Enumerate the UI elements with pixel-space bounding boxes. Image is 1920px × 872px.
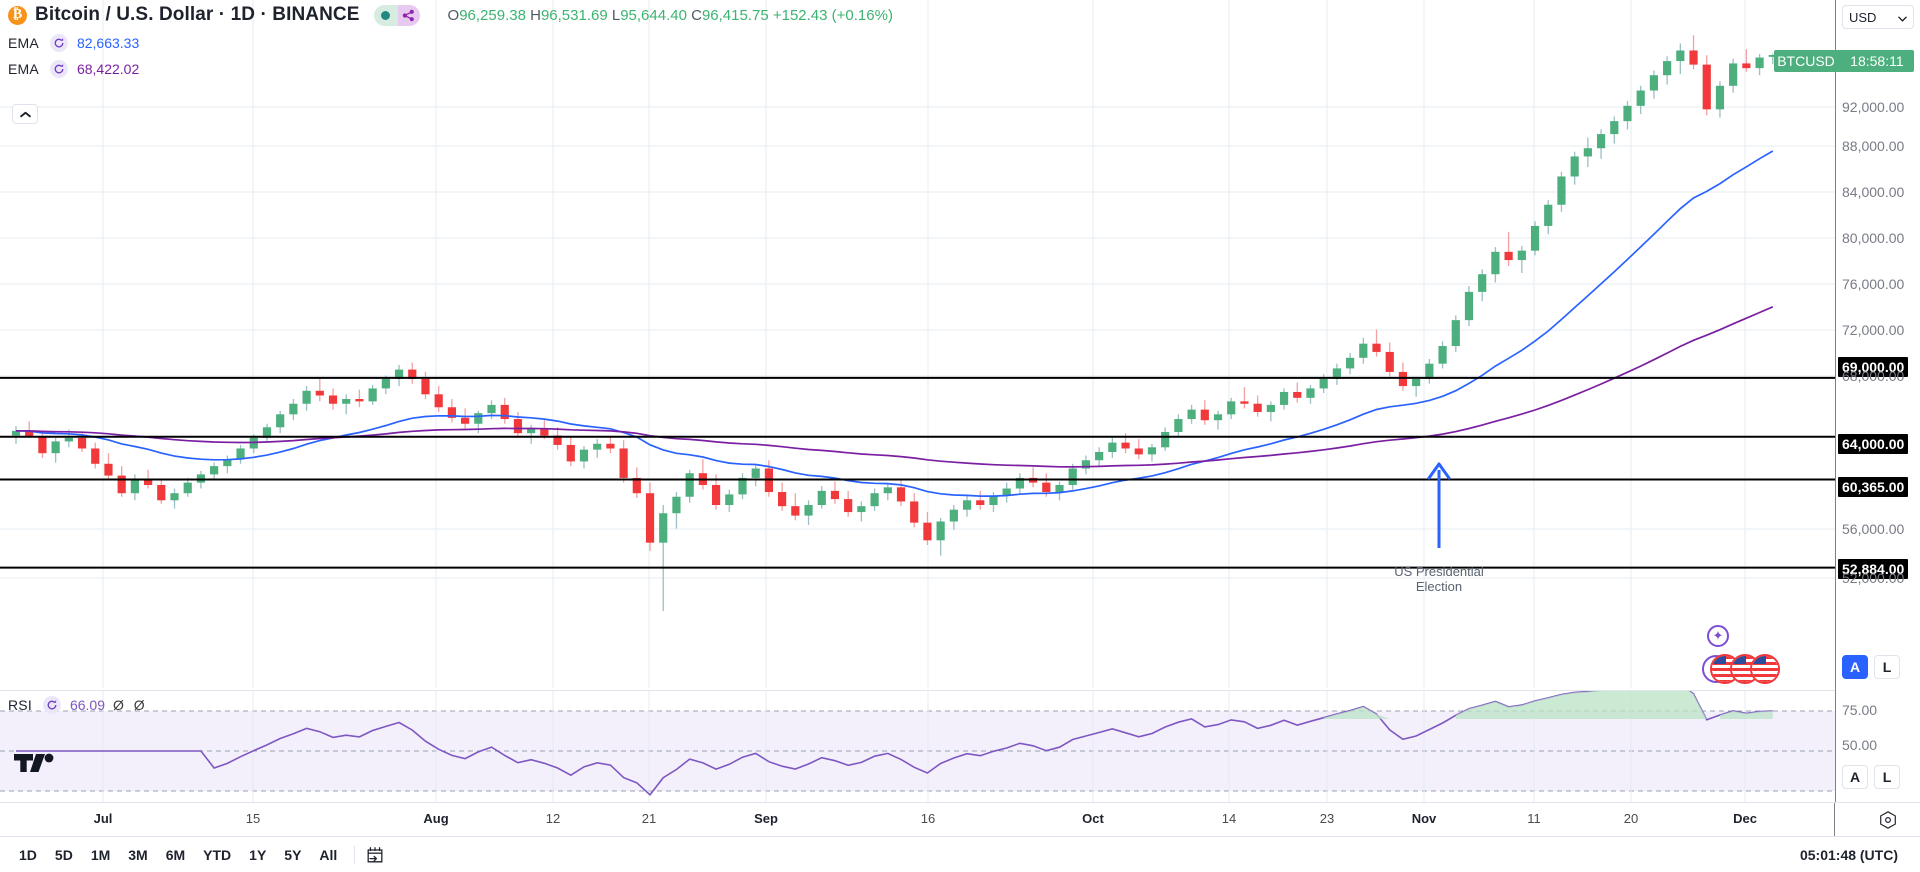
time-tick-label: 12 — [545, 811, 561, 826]
time-tick-label: 21 — [641, 811, 657, 826]
calendar-go-to-icon[interactable] — [365, 845, 385, 865]
price-tick-label: 80,000.00 — [1842, 230, 1905, 246]
price-tick-label: 68,000.00 — [1842, 368, 1905, 384]
price-tick-label: 56,000.00 — [1842, 521, 1905, 537]
price-tick-label: 84,000.00 — [1842, 184, 1905, 200]
time-tick-label: 15 — [245, 811, 261, 826]
price-tick-label: 52,884.00 — [1838, 559, 1909, 579]
time-axis[interactable]: Jul 15 Aug 12 21 Sep 16 Oct 14 23 Nov 11 20 Dec — [0, 802, 1920, 837]
range-button-all[interactable]: All — [319, 846, 338, 863]
range-button-5d[interactable]: 5D — [54, 846, 73, 863]
time-tick-label: Jul — [93, 811, 113, 826]
price-tick-label: 52,000.00 — [1842, 570, 1905, 586]
bottom-toolbar[interactable]: 1D 5D 1M 3M 6M YTD 1Y 5Y All 05:01:48 (UTC) — [0, 836, 1920, 872]
rsi-tick-label: 50.00 — [1842, 737, 1878, 753]
election-annotation-text: US Presidential Election — [1379, 564, 1499, 594]
rsi-axis-al-buttons[interactable]: A L — [1842, 765, 1900, 789]
rsi-log-scale-button[interactable]: L — [1874, 765, 1900, 789]
election-annotation-line2: Election — [1415, 579, 1463, 594]
price-axis[interactable]: USD 92,000.00 88,000.00 84,000.00 80,000.00… — [1774, 0, 1920, 802]
price-tick-label: 60,365.00 — [1838, 477, 1909, 497]
range-button-1d[interactable]: 1D — [19, 846, 37, 863]
time-tick-label: Aug — [423, 811, 449, 826]
price-chart-pane[interactable] — [0, 0, 1835, 688]
time-tick-label: 23 — [1319, 811, 1335, 826]
tradingview-logo — [14, 750, 54, 781]
price-chart-svg — [0, 0, 1835, 688]
range-button-1y[interactable]: 1Y — [249, 846, 267, 863]
rsi-tick-label: 75.00 — [1842, 702, 1878, 718]
range-button-ytd[interactable]: YTD — [203, 846, 232, 863]
range-button-1m[interactable]: 1M — [90, 846, 111, 863]
election-annotation-line1: US Presidential — [1394, 564, 1484, 579]
axis-divider — [1834, 803, 1835, 837]
range-button-3m[interactable]: 3M — [128, 846, 148, 863]
time-tick-label: 14 — [1221, 811, 1237, 826]
sparkle-icon[interactable]: ✦ — [1707, 625, 1729, 647]
rsi-extra-values: Ø Ø — [113, 697, 148, 713]
rsi-label: RSI — [8, 697, 32, 713]
price-tick-label: 76,000.00 — [1842, 276, 1905, 292]
time-tick-label: 20 — [1623, 811, 1639, 826]
time-tick-label: Oct — [1082, 811, 1104, 826]
chevron-down-icon — [1898, 10, 1907, 25]
current-price-tag: BTCUSD 18:58:11 — [1774, 50, 1914, 72]
range-button-6m[interactable]: 6M — [165, 846, 186, 863]
time-tick-label: Sep — [754, 811, 778, 826]
toolbar-divider — [354, 845, 356, 864]
rsi-value: 66.09 — [69, 697, 105, 713]
rsi-chart-svg — [0, 691, 1835, 802]
price-tick-label: 72,000.00 — [1842, 322, 1905, 338]
range-button-5y[interactable]: 5Y — [284, 846, 302, 863]
us-flag-event-marker[interactable] — [1750, 654, 1780, 684]
price-tick-label: 69,000.00 — [1838, 357, 1909, 377]
rsi-auto-scale-button[interactable]: A — [1842, 765, 1868, 789]
clock-icon[interactable] — [1878, 810, 1898, 830]
log-scale-button[interactable]: L — [1874, 655, 1900, 679]
chevron-up-icon[interactable] — [12, 104, 38, 124]
currency-label: USD — [1849, 9, 1877, 25]
auto-scale-button[interactable]: A — [1842, 655, 1868, 679]
price-tick-label: 64,000.00 — [1838, 434, 1909, 454]
current-price-symbol: BTCUSD — [1777, 53, 1835, 69]
time-tick-label: Nov — [1411, 811, 1437, 826]
rsi-legend[interactable]: RSI 66.09 Ø Ø — [8, 696, 148, 714]
current-price-time: 18:58:11 — [1850, 53, 1904, 69]
range-buttons-group[interactable]: 1D 5D 1M 3M 6M YTD 1Y 5Y All — [0, 844, 344, 866]
time-tick-label: 11 — [1527, 811, 1541, 826]
utc-clock: 05:01:48 (UTC) — [1799, 846, 1898, 863]
price-tick-label: 92,000.00 — [1842, 99, 1905, 115]
rsi-pane[interactable] — [0, 690, 1835, 802]
price-tick-label: 88,000.00 — [1842, 138, 1905, 154]
currency-selector[interactable]: USD — [1842, 5, 1914, 29]
refresh-icon[interactable] — [42, 696, 61, 714]
price-axis-al-buttons[interactable]: A L — [1842, 655, 1900, 679]
time-tick-label: Dec — [1733, 811, 1757, 826]
time-tick-label: 16 — [920, 811, 936, 826]
